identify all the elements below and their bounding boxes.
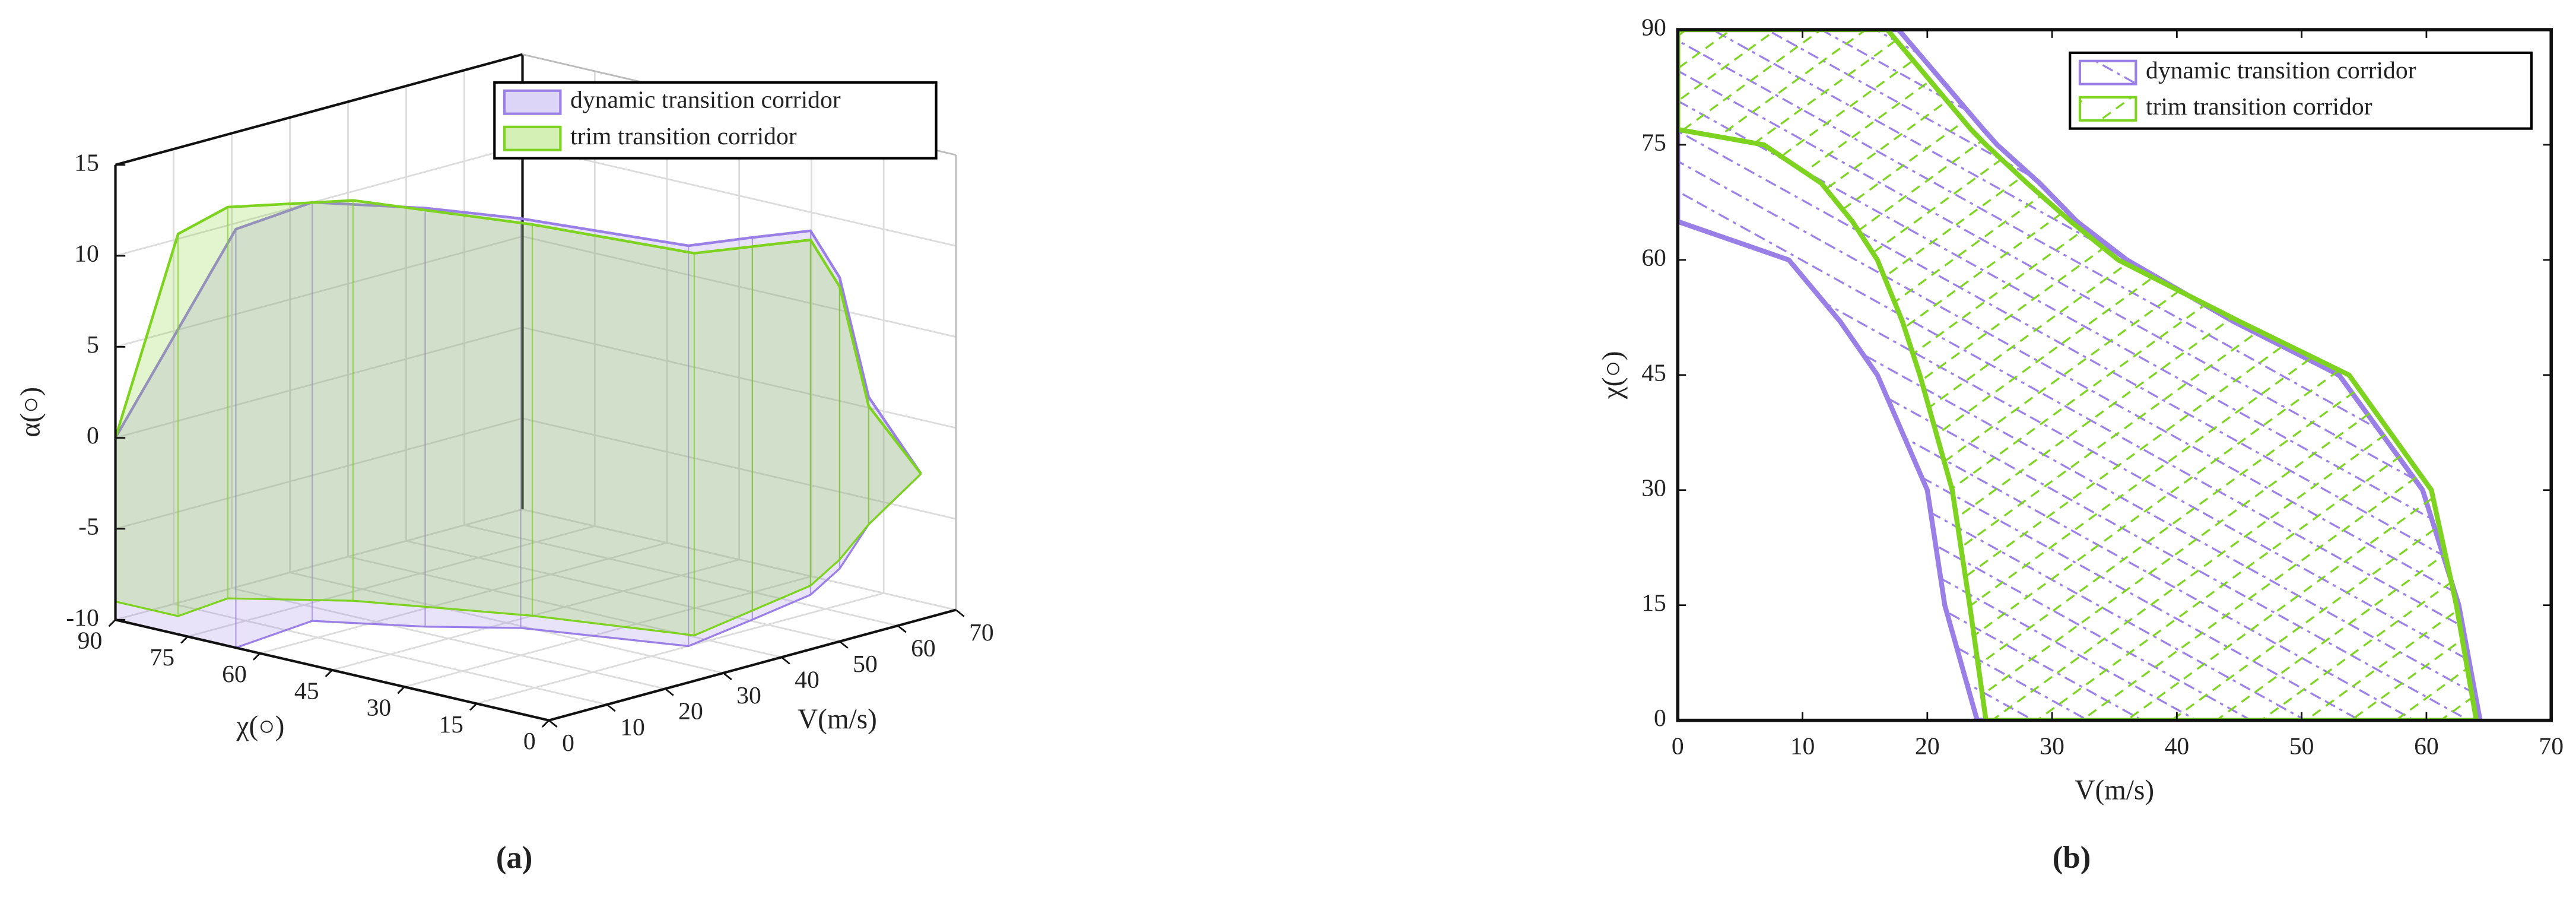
legend-swatch xyxy=(2078,96,2137,122)
legend-swatch xyxy=(503,125,562,151)
legend-swatch xyxy=(503,89,562,115)
tick-mark xyxy=(548,719,558,728)
y-axis-label: χ(○) xyxy=(236,710,284,741)
y-tick-label: 90 xyxy=(78,627,103,655)
legend-box xyxy=(2069,51,2533,130)
x-tick-label: 0 xyxy=(1672,732,1684,760)
tick-mark xyxy=(397,686,405,694)
tick-mark xyxy=(723,672,732,681)
y-axis-label: χ(○) xyxy=(1597,351,1628,399)
y-tick-label: 75 xyxy=(150,644,174,671)
x-tick-label: 40 xyxy=(2165,732,2190,760)
x-tick-label: 50 xyxy=(2289,732,2314,760)
grid-line xyxy=(259,88,668,655)
tick-mark xyxy=(955,609,965,617)
tick-mark xyxy=(469,703,478,711)
grid-line xyxy=(404,121,812,688)
corridor-area xyxy=(1678,29,2479,721)
y-tick-label: 15 xyxy=(1641,589,1666,617)
tick-mark xyxy=(839,640,849,649)
x-tick-label: 30 xyxy=(736,682,761,709)
axis-line xyxy=(115,53,523,166)
grid-line xyxy=(476,138,885,705)
tick-mark xyxy=(606,703,616,712)
y-tick-label: 90 xyxy=(1641,14,1666,42)
surface-top xyxy=(114,199,922,475)
y-tick-label: 15 xyxy=(439,711,463,738)
z-tick-label: 5 xyxy=(87,331,99,359)
legend-label: trim transition corridor xyxy=(570,123,797,150)
y-tick-label: 0 xyxy=(1654,705,1666,732)
y-tick-label: 30 xyxy=(367,694,392,722)
legend-label: dynamic transition corridor xyxy=(2146,57,2416,84)
y-tick-label: 30 xyxy=(1641,474,1666,502)
x-tick-label: 30 xyxy=(2040,732,2064,760)
tick-mark xyxy=(541,719,549,728)
x-tick-label: 10 xyxy=(620,713,645,741)
grid-line xyxy=(332,104,741,671)
y-tick-label: 60 xyxy=(1641,244,1666,271)
x-tick-label: 40 xyxy=(795,667,820,694)
z-tick-label: 15 xyxy=(74,149,99,176)
y-tick-label: 75 xyxy=(1641,129,1666,156)
surface-bottom xyxy=(115,473,922,649)
legend-box xyxy=(493,81,938,160)
tick-mark xyxy=(781,656,790,665)
x-tick-label: 60 xyxy=(911,634,936,662)
legend-label: trim transition corridor xyxy=(2146,93,2372,120)
surface-top xyxy=(114,201,922,475)
x-axis-label: V(m/s) xyxy=(2075,775,2154,806)
z-tick-label: -10 xyxy=(66,604,99,632)
y-tick-label: 0 xyxy=(523,728,536,755)
x-tick-label: 20 xyxy=(678,698,703,725)
z-tick-label: 10 xyxy=(74,240,99,268)
x-tick-label: 0 xyxy=(562,729,574,757)
tick-mark xyxy=(665,688,674,696)
tick-mark xyxy=(325,669,333,678)
x-tick-label: 10 xyxy=(1790,732,1815,760)
x-tick-label: 20 xyxy=(1915,732,1940,760)
caption: (b) xyxy=(2053,840,2091,875)
x-axis-label: V(m/s) xyxy=(798,704,877,735)
x-tick-label: 70 xyxy=(969,619,994,646)
legend-label: dynamic transition corridor xyxy=(570,87,841,114)
z-tick-label: 0 xyxy=(87,422,99,449)
legend-swatch xyxy=(2078,59,2137,85)
z-axis-label: α(○) xyxy=(15,387,46,437)
y-tick-label: 45 xyxy=(1641,359,1666,386)
tick-mark xyxy=(252,652,261,661)
x-tick-label: 70 xyxy=(2539,732,2564,760)
x-tick-label: 50 xyxy=(853,651,878,678)
tick-mark xyxy=(108,619,116,627)
x-tick-label: 60 xyxy=(2414,732,2439,760)
y-tick-label: 45 xyxy=(294,677,319,705)
caption: (a) xyxy=(496,840,533,875)
surface xyxy=(115,202,922,648)
surface-bottom xyxy=(115,473,922,637)
y-tick-label: 60 xyxy=(222,661,247,688)
surface xyxy=(115,200,922,636)
tick-mark xyxy=(180,636,189,644)
tick-mark xyxy=(897,625,907,633)
z-tick-label: -5 xyxy=(78,513,99,540)
